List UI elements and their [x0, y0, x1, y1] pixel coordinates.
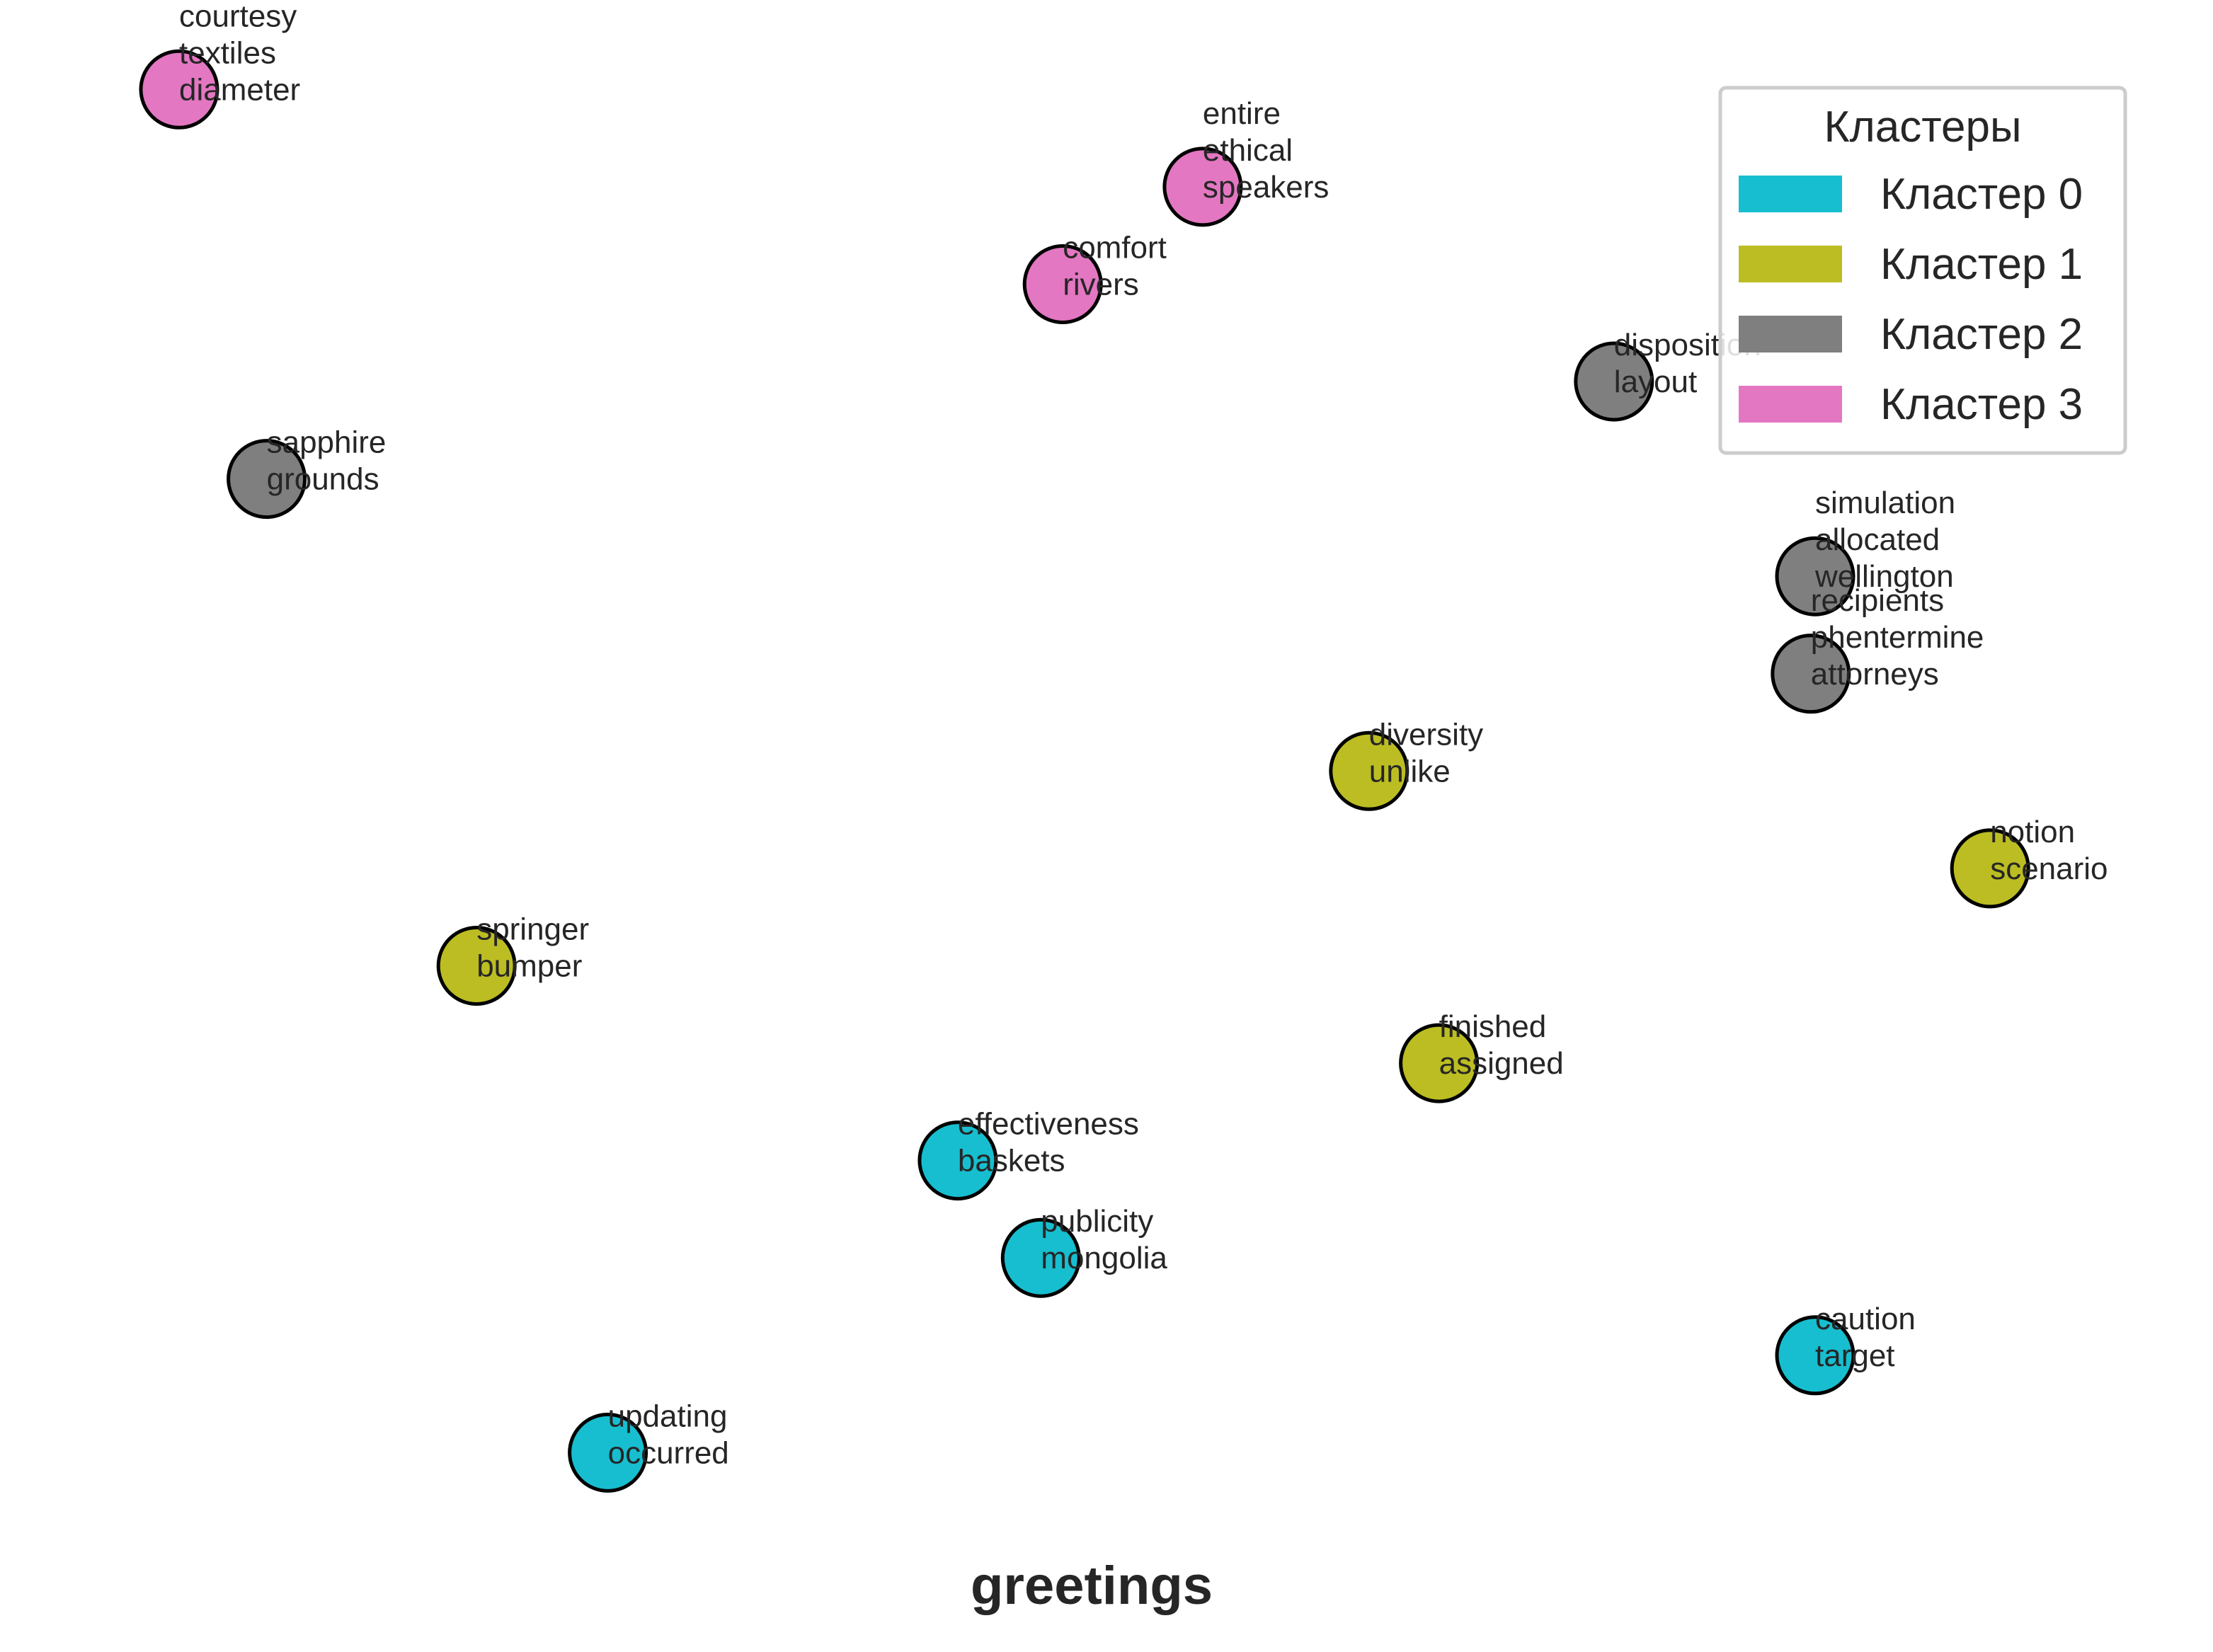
point-grounds [227, 439, 307, 520]
point-diameter [139, 49, 219, 130]
point-label-simulation: simulation [1815, 486, 1955, 520]
point-label-scenario: scenario [1990, 851, 2108, 886]
point-label-unlike: unlike [1369, 754, 1451, 788]
point-label-allocated: allocated [1815, 522, 1940, 557]
point-layout [1574, 341, 1654, 422]
point-label-caution: caution [1815, 1302, 1916, 1336]
legend-label-0: Кластер 0 [1880, 170, 2083, 219]
point-label-textiles: textiles [179, 35, 276, 70]
point-baskets [917, 1120, 998, 1201]
point-label-rivers: rivers [1063, 268, 1139, 302]
points-layer [139, 49, 2030, 1493]
point-label-mongolia: mongolia [1041, 1241, 1167, 1275]
point-label-diversity: diversity [1369, 717, 1483, 752]
point-wellington [1775, 536, 1855, 616]
point-label-courtesy: courtesy [179, 0, 297, 33]
point-label-effectiveness: effectiveness [958, 1107, 1139, 1142]
point-label-target: target [1815, 1338, 1895, 1373]
point-label-publicity: publicity [1041, 1204, 1153, 1239]
point-occurred [568, 1412, 648, 1493]
point-label-finished: finished [1439, 1009, 1547, 1044]
point-label-recipients: recipients [1811, 583, 1944, 618]
point-label-grounds: grounds [267, 462, 379, 497]
point-mongolia [1000, 1217, 1081, 1298]
point-attorneys [1771, 633, 1851, 714]
point-label-ethical: ethical [1203, 133, 1293, 168]
legend-label-3: Кластер 3 [1880, 380, 2083, 429]
point-speakers [1162, 147, 1243, 227]
point-rivers [1022, 244, 1103, 324]
legend-label-1: Кластер 1 [1880, 240, 2083, 289]
point-label-entire: entire [1203, 96, 1281, 131]
point-bumper [436, 926, 517, 1006]
point-label-attorneys: attorneys [1811, 657, 1939, 692]
point-label-baskets: baskets [958, 1144, 1065, 1178]
point-label-diameter: diameter [179, 72, 300, 107]
legend-swatch-1 [1739, 246, 1842, 282]
point-label-phentermine: phentermine [1811, 620, 1984, 655]
point-label-occurred: occurred [608, 1435, 729, 1470]
point-scenario [1950, 828, 2030, 909]
point-label-notion: notion [1990, 815, 2075, 849]
legend-swatch-3 [1739, 386, 1842, 423]
legend-label-2: Кластер 2 [1880, 310, 2083, 359]
legend-swatch-2 [1739, 316, 1842, 352]
point-label-sapphire: sapphire [267, 425, 387, 460]
legend-swatch-0 [1739, 176, 1842, 212]
point-label-updating: updating [608, 1399, 728, 1433]
legend-entries: Кластер 0 Кластер 1 Кластер 2 Кластер 3 [1739, 170, 2083, 429]
point-label-assigned: assigned [1439, 1046, 1564, 1081]
point-label-bumper: bumper [476, 949, 582, 984]
point-label-comfort: comfort [1063, 231, 1167, 265]
point-label-layout: layout [1614, 365, 1697, 399]
point-label-speakers: speakers [1203, 170, 1329, 205]
point-label-springer: springer [476, 912, 589, 947]
legend-title: Кластеры [1824, 103, 2022, 151]
point-label-wellington: wellington [1814, 559, 1954, 594]
point-target [1775, 1315, 1855, 1396]
point-assigned [1399, 1023, 1480, 1103]
x-axis-label: greetings [971, 1556, 1213, 1616]
point-unlike [1329, 730, 1409, 811]
